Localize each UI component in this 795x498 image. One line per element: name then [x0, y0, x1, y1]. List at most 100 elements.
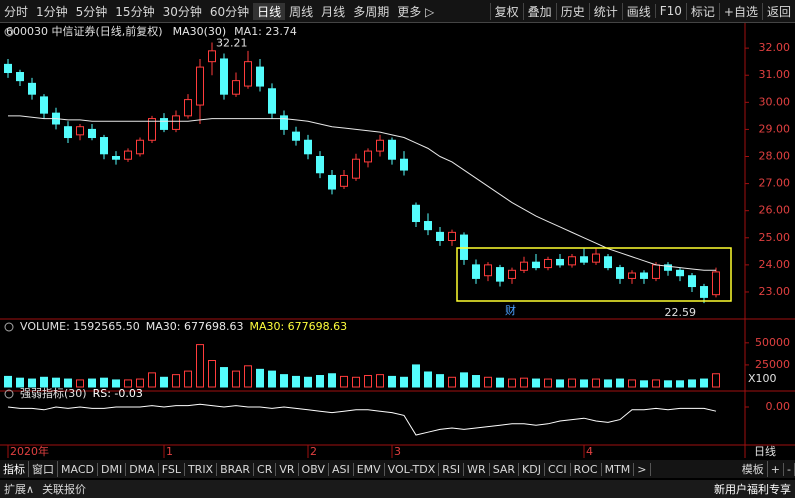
candle-body — [28, 82, 36, 95]
volume-bar — [376, 374, 384, 388]
indicator-tab[interactable]: > — [634, 462, 651, 476]
tool-button[interactable]: 复权 — [489, 2, 523, 20]
candle-body — [652, 264, 660, 279]
y-tick-label: 24.00 — [759, 258, 791, 271]
x-tick-label: 1 — [166, 445, 173, 458]
indicator-tab[interactable]: OBV — [299, 462, 329, 476]
period-button[interactable]: 更多 ▷ — [397, 4, 435, 19]
period-button[interactable]: 分时 — [4, 4, 29, 19]
indicator-tab[interactable]: TRIX — [185, 462, 218, 476]
indicator-tab[interactable]: CR — [254, 462, 277, 476]
tool-button[interactable]: 统计 — [588, 2, 622, 20]
tool-button[interactable]: F10 — [654, 4, 686, 18]
x-tick-label: 2 — [310, 445, 317, 458]
highlight-box — [456, 247, 732, 302]
stock-title: 600030 中信证券(日线,前复权) — [6, 24, 163, 38]
volume-bar — [412, 364, 420, 388]
period-button[interactable]: 月线 — [321, 4, 346, 19]
volume-bar — [52, 377, 60, 388]
tab-control[interactable]: - — [784, 462, 795, 476]
tool-button[interactable]: +自选 — [718, 2, 762, 20]
indicator-tab[interactable]: DMA — [126, 462, 159, 476]
indicator-tab[interactable]: BRAR — [217, 462, 255, 476]
volume-bar — [628, 379, 636, 388]
period-button[interactable]: 1分钟 — [36, 4, 68, 19]
tool-button[interactable]: 叠加 — [522, 2, 556, 20]
footer: 扩展∧ 关联报价 新用户福利专享 — [0, 480, 795, 498]
indicator-tab[interactable]: ROC — [571, 462, 602, 476]
candle-body — [544, 258, 552, 269]
indicator-tab[interactable]: SAR — [490, 462, 520, 476]
indicator-tab[interactable]: EMV — [354, 462, 385, 476]
indicator-tab[interactable]: VR — [276, 462, 299, 476]
indicator-tab[interactable]: FSL — [159, 462, 185, 476]
indicator-tab[interactable]: 指标 — [0, 461, 29, 477]
indicator-tab[interactable]: KDJ — [519, 462, 545, 476]
indicator-tab[interactable]: RSI — [439, 462, 465, 476]
indicator-tab[interactable]: MTM — [602, 462, 635, 476]
y-tick-label: 23.00 — [759, 285, 791, 298]
volume-bar — [40, 376, 48, 388]
period-button[interactable]: 5分钟 — [75, 4, 108, 19]
volume-bar — [136, 378, 144, 388]
volume-bar — [76, 379, 84, 388]
volume-bar — [16, 377, 24, 388]
indicator-tab[interactable]: 窗口 — [29, 461, 58, 477]
volume-bar — [496, 377, 504, 388]
x-tick-label: 3 — [394, 445, 401, 458]
panel-marker — [4, 322, 14, 332]
indicator-tab[interactable]: DMI — [98, 462, 127, 476]
candle-body — [304, 139, 312, 155]
volume-bar — [280, 374, 288, 388]
period-button[interactable]: 30分钟 — [162, 4, 202, 19]
footer-button[interactable]: 关联报价 — [42, 483, 87, 496]
high-annotation: 32.21 — [216, 36, 248, 49]
volume-bar — [196, 344, 204, 388]
legend-entry: MA30: 677698.63 — [146, 320, 244, 333]
candle-body — [196, 66, 204, 106]
volume-bar — [652, 379, 660, 388]
volume-bar — [184, 370, 192, 388]
indicator-tab[interactable]: MACD — [58, 462, 98, 476]
indicator-tab[interactable]: VOL-TDX — [385, 462, 440, 476]
indicator-tab[interactable]: CCI — [545, 462, 571, 476]
volume-bar — [364, 375, 372, 388]
promo-link[interactable]: 新用户福利专享 — [714, 483, 791, 496]
candle-body — [220, 58, 228, 95]
tab-control[interactable]: + — [768, 462, 785, 476]
candle-body — [388, 139, 396, 160]
volume-bar — [556, 379, 564, 388]
indicator-tab[interactable]: WR — [464, 462, 490, 476]
candle-body — [136, 139, 144, 155]
volume-bar — [112, 379, 120, 388]
period-button[interactable]: 日线 — [253, 2, 286, 20]
volume-bar — [664, 380, 672, 388]
volume-bar — [64, 378, 72, 388]
y-tick-label: 28.00 — [759, 150, 791, 163]
candle-body — [568, 256, 576, 266]
tool-button[interactable]: 画线 — [621, 2, 655, 20]
volume-bar — [328, 373, 336, 388]
volume-bar — [292, 375, 300, 388]
period-button[interactable]: 60分钟 — [209, 4, 250, 19]
tool-button[interactable]: 返回 — [761, 2, 795, 20]
period-button[interactable]: 周线 — [289, 4, 314, 19]
period-button[interactable]: 15分钟 — [115, 4, 155, 19]
tool-button[interactable]: 标记 — [685, 2, 719, 20]
period-button[interactable]: 多周期 — [353, 4, 390, 19]
candle-body — [700, 286, 708, 298]
tool-button[interactable]: 历史 — [555, 2, 589, 20]
volume-bar — [520, 377, 528, 388]
volume-bar — [544, 378, 552, 388]
volume-bar — [340, 375, 348, 388]
tab-control[interactable]: 模板 — [739, 461, 768, 477]
volume-bar — [220, 367, 228, 388]
x-tick-label: 2020年 — [10, 444, 49, 458]
candle-body — [448, 231, 456, 241]
footer-button[interactable]: 扩展∧ — [4, 483, 35, 496]
volume-bar — [148, 372, 156, 388]
indicator-tab[interactable]: ASI — [329, 462, 354, 476]
y-tick-label: 25000 — [755, 358, 790, 371]
volume-bar — [352, 376, 360, 388]
